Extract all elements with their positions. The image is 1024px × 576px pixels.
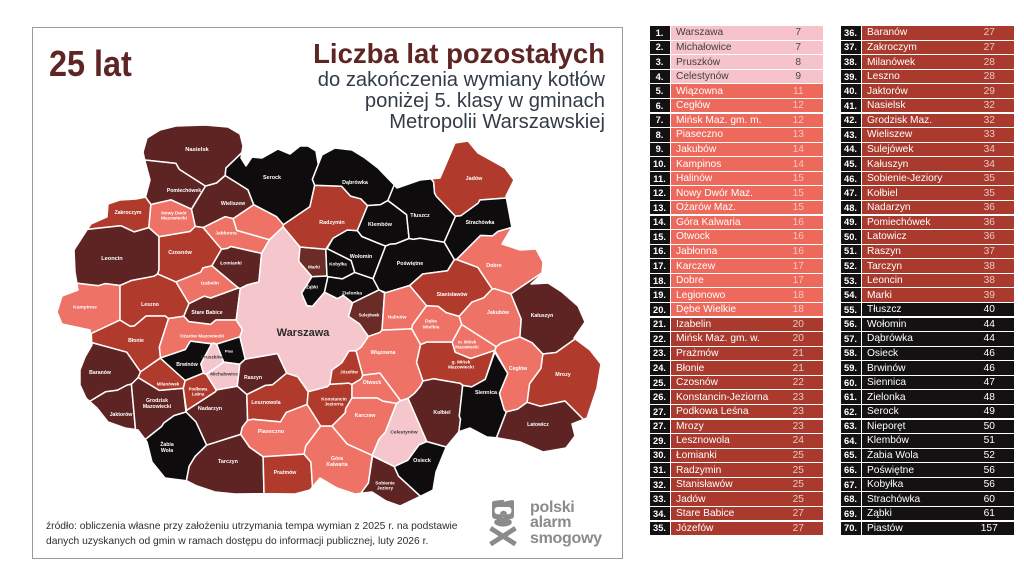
svg-text:Błonie: Błonie <box>128 338 144 344</box>
svg-text:Lesznowola: Lesznowola <box>251 400 280 406</box>
svg-text:Wola: Wola <box>161 448 173 454</box>
svg-text:Mazowiecki: Mazowiecki <box>448 365 474 370</box>
svg-text:Wieliszew: Wieliszew <box>221 201 246 207</box>
svg-text:Pomiechówek: Pomiechówek <box>167 188 201 194</box>
svg-text:Jeziory: Jeziory <box>377 486 394 491</box>
svg-text:Mrozy: Mrozy <box>555 372 571 378</box>
svg-text:Leśna: Leśna <box>192 392 205 397</box>
svg-text:Nowy Dwór: Nowy Dwór <box>161 211 187 216</box>
svg-text:Leszno: Leszno <box>141 302 159 308</box>
svg-text:Jadów: Jadów <box>466 176 484 182</box>
svg-text:Jabłonna: Jabłonna <box>215 231 237 237</box>
svg-text:Klembów: Klembów <box>368 222 393 228</box>
svg-text:Prażmów: Prażmów <box>274 470 298 476</box>
svg-text:Poświętne: Poświętne <box>397 261 424 267</box>
svg-text:Halinów: Halinów <box>388 315 407 321</box>
svg-text:Strachówka: Strachówka <box>466 220 495 226</box>
svg-text:Pias: Pias <box>225 348 234 353</box>
svg-text:Kałuszyn: Kałuszyn <box>531 313 554 319</box>
svg-text:Sobienie: Sobienie <box>375 481 395 486</box>
svg-text:Kalwaria: Kalwaria <box>326 462 347 468</box>
svg-text:Siennica: Siennica <box>475 390 498 396</box>
svg-text:Izabelin: Izabelin <box>201 281 219 287</box>
svg-text:Wołomin: Wołomin <box>350 254 373 260</box>
svg-text:Radzymin: Radzymin <box>319 220 344 226</box>
svg-text:Jeziorna: Jeziorna <box>324 402 343 407</box>
svg-text:Karczew: Karczew <box>355 413 377 419</box>
svg-text:Dobre: Dobre <box>486 263 502 269</box>
svg-text:Góra: Góra <box>331 456 343 462</box>
svg-text:Kołbiel: Kołbiel <box>433 410 451 416</box>
svg-text:Grodzisk: Grodzisk <box>146 398 168 404</box>
svg-text:Leoncin: Leoncin <box>101 256 123 262</box>
svg-text:Brwinów: Brwinów <box>176 362 198 368</box>
svg-text:Milanówek: Milanówek <box>157 382 180 387</box>
svg-text:Ożarów Mazowiecki: Ożarów Mazowiecki <box>180 334 224 339</box>
svg-text:Podkowa: Podkowa <box>189 387 208 392</box>
svg-text:Nasielsk: Nasielsk <box>185 147 209 153</box>
svg-text:Nadarzyn: Nadarzyn <box>198 406 222 412</box>
svg-text:Cegłów: Cegłów <box>509 366 528 372</box>
svg-text:Piaseczno: Piaseczno <box>258 429 285 435</box>
svg-text:Serock: Serock <box>263 175 281 181</box>
svg-text:Dębe: Dębe <box>425 319 437 325</box>
svg-text:Mazowiecki: Mazowiecki <box>455 345 478 350</box>
svg-text:Michałowice: Michałowice <box>210 372 238 377</box>
svg-text:Stare Babice: Stare Babice <box>191 310 222 316</box>
svg-text:Tłuszcz: Tłuszcz <box>410 213 430 219</box>
svg-text:g. Mińsk: g. Mińsk <box>452 360 471 365</box>
svg-text:Latowicz: Latowicz <box>527 422 549 428</box>
svg-text:Łomianki: Łomianki <box>220 261 242 267</box>
svg-text:Baranów: Baranów <box>89 370 112 376</box>
svg-text:Sulejówek: Sulejówek <box>359 313 380 318</box>
svg-text:Zakroczym: Zakroczym <box>115 210 142 216</box>
svg-text:Stanisławów: Stanisławów <box>437 292 469 298</box>
svg-text:Celestynów: Celestynów <box>390 430 417 436</box>
svg-text:m. Mińsk: m. Mińsk <box>458 340 477 345</box>
svg-text:Zielonka: Zielonka <box>342 291 362 297</box>
svg-text:Jakubów: Jakubów <box>487 310 510 316</box>
svg-text:Marki: Marki <box>308 265 320 270</box>
svg-text:Mazowiecki: Mazowiecki <box>161 216 187 221</box>
svg-text:Dąbrówka: Dąbrówka <box>342 180 369 186</box>
svg-text:Tarczyn: Tarczyn <box>218 459 238 465</box>
svg-text:Józefów: Józefów <box>340 370 358 375</box>
svg-text:Raszyn: Raszyn <box>244 375 262 381</box>
svg-text:Ząbki: Ząbki <box>306 285 318 290</box>
svg-text:Żabia: Żabia <box>160 441 174 448</box>
svg-text:Otwock: Otwock <box>363 380 382 386</box>
svg-text:Konstancin: Konstancin <box>321 397 347 402</box>
svg-text:Czosnów: Czosnów <box>168 250 192 256</box>
svg-text:Warszawa: Warszawa <box>277 327 331 339</box>
svg-text:Kampinos: Kampinos <box>73 305 97 311</box>
svg-text:Wielkie: Wielkie <box>423 325 440 331</box>
svg-text:Osieck: Osieck <box>413 458 431 464</box>
svg-text:Wiązowna: Wiązowna <box>371 350 396 356</box>
svg-text:Pruszków: Pruszków <box>201 355 223 360</box>
svg-text:Mazowiecki: Mazowiecki <box>143 404 172 410</box>
svg-text:Jaktorów: Jaktorów <box>110 412 134 418</box>
svg-text:Kobyłka: Kobyłka <box>329 262 347 267</box>
